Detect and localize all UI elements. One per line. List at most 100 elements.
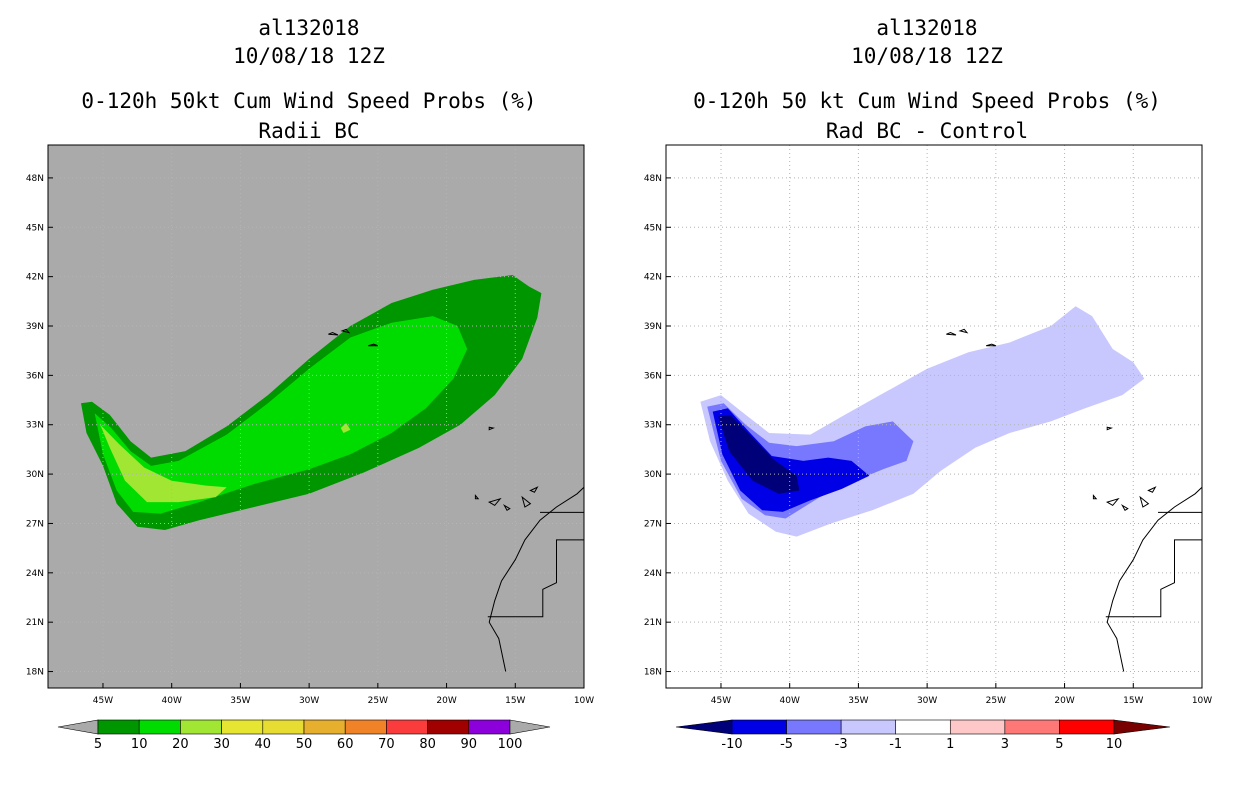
island-outline: [521, 495, 532, 508]
difference-map: 45W 40W 35W 30W 25W 20W 15W 10W 48N 45N 42N 39N 36N 3…: [644, 144, 1212, 752]
x-tick-label: 40W: [162, 696, 182, 706]
island-outline: [340, 328, 351, 334]
island-outline: [328, 332, 339, 336]
island-outline: [946, 332, 957, 336]
colorbar-label: 5: [1055, 737, 1063, 752]
y-tick-label: 27N: [644, 519, 662, 529]
y-tick-label: 30N: [644, 470, 662, 480]
island-outline: [1105, 497, 1120, 507]
colorbar-swatch: [262, 719, 305, 735]
contour-region: [340, 423, 351, 433]
x-tick-label: 45W: [93, 696, 113, 706]
colorbar-label: 3: [1001, 737, 1009, 752]
plot-frame: [47, 144, 585, 689]
contour-region: [718, 414, 800, 494]
colorbar-label: 1: [946, 737, 954, 752]
chart-title: 0-120h 50 kt Cum Wind Speed Probs (%): [693, 89, 1161, 113]
storm-id: al132018: [258, 16, 360, 40]
colorbar-label: 5: [94, 737, 102, 752]
colorbar-under-arrow: [675, 719, 733, 735]
storm-id: al132018: [876, 16, 978, 40]
island-outline: [474, 494, 480, 500]
country-border: [487, 539, 584, 618]
x-tick-label: 30W: [917, 696, 937, 706]
island-outline: [1139, 495, 1150, 508]
island-outline: [488, 426, 496, 431]
y-tick-label: 36N: [644, 371, 662, 381]
y-tick-label: 18N: [26, 668, 44, 678]
x-tick-label: 10W: [1192, 696, 1212, 706]
colorbar-label: 30: [213, 737, 230, 752]
colorbar-label: 40: [255, 737, 272, 752]
colorbar-swatch: [468, 719, 511, 735]
plot-frame: [665, 144, 1203, 689]
colorbar-swatch: [303, 719, 346, 735]
colorbar-label: 90: [461, 737, 478, 752]
colorbar-swatch: [427, 719, 470, 735]
colorbar-swatch: [1059, 719, 1115, 735]
y-tick-label: 27N: [26, 519, 44, 529]
country-border: [1105, 539, 1202, 618]
x-tick-label: 10W: [574, 696, 594, 706]
x-tick-label: 30W: [299, 696, 319, 706]
colorbar-label: -5: [780, 737, 793, 752]
colorbar-swatch: [840, 719, 897, 735]
colorbar-label: 10: [1106, 737, 1123, 752]
colorbar-swatch: [386, 719, 428, 735]
colorbar-label: 20: [172, 737, 189, 752]
island-outline: [958, 328, 969, 334]
colorbar-over-arrow: [509, 719, 551, 735]
y-tick-label: 21N: [26, 618, 44, 628]
island-outline: [1120, 504, 1129, 511]
colorbar-swatch: [949, 719, 1006, 735]
colorbar-over-arrow: [1113, 719, 1171, 735]
right-panel: al132018 10/08/18 12Z 0-120h 50 kt Cum W…: [618, 0, 1236, 800]
island-outline: [502, 504, 511, 511]
colorbar-swatch: [97, 719, 140, 735]
x-tick-label: 40W: [780, 696, 800, 706]
y-tick-label: 24N: [26, 569, 44, 579]
y-tick-label: 33N: [644, 421, 662, 431]
y-tick-label: 45N: [644, 223, 662, 233]
contour-region: [100, 424, 227, 503]
island-outline: [986, 343, 996, 347]
colorbar-label: 100: [498, 737, 523, 752]
y-tick-label: 39N: [644, 322, 662, 332]
y-tick-label: 18N: [644, 668, 662, 678]
coastline: [488, 486, 585, 672]
colorbar-swatch: [138, 719, 181, 735]
chart-subtitle: Radii BC: [258, 119, 360, 143]
colorbar-swatch: [344, 719, 387, 735]
y-tick-label: 33N: [26, 421, 44, 431]
y-tick-label: 48N: [26, 174, 44, 184]
colorbar-label: 50: [296, 737, 313, 752]
colorbar-under-arrow: [57, 719, 99, 735]
chart-title: 0-120h 50kt Cum Wind Speed Probs (%): [81, 89, 537, 113]
y-tick-label: 36N: [26, 371, 44, 381]
island-outline: [487, 497, 502, 507]
left-panel: al132018 10/08/18 12Z 0-120h 50kt Cum Wi…: [26, 16, 594, 752]
y-tick-label: 30N: [26, 470, 44, 480]
x-tick-label: 25W: [368, 696, 388, 706]
x-tick-label: 25W: [986, 696, 1006, 706]
y-tick-label: 39N: [26, 322, 44, 332]
colorbar-label: 60: [337, 737, 354, 752]
contour-region: [712, 408, 870, 512]
colorbar-label: -1: [889, 737, 902, 752]
island-outline: [1147, 486, 1157, 493]
y-tick-label: 21N: [644, 618, 662, 628]
probability-map: 45W 40W 35W 30W 25W 20W 15W 10W 48N 45N 42N 39N 36N 3…: [26, 144, 594, 752]
colorbar-label: -10: [721, 737, 742, 752]
colorbar-label: -3: [835, 737, 848, 752]
island-outline: [529, 486, 539, 493]
colorbar-swatch: [786, 719, 842, 735]
forecast-date: 10/08/18 12Z: [233, 44, 385, 68]
x-tick-label: 35W: [848, 696, 868, 706]
x-tick-label: 35W: [230, 696, 250, 706]
y-tick-label: 42N: [26, 273, 44, 283]
x-tick-label: 45W: [711, 696, 731, 706]
colorbar-label: 10: [131, 737, 148, 752]
x-tick-label: 20W: [436, 696, 456, 706]
coastline: [1106, 486, 1203, 672]
y-tick-label: 45N: [26, 223, 44, 233]
